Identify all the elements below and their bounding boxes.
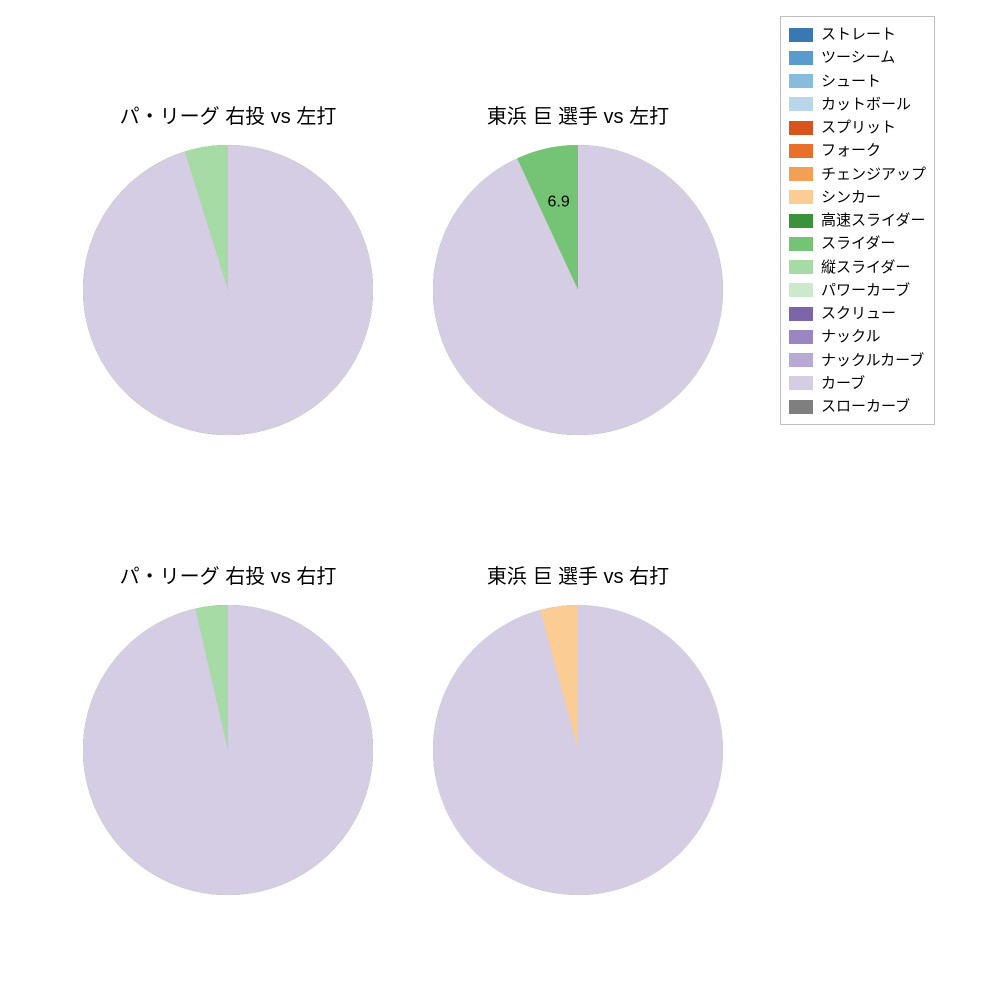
legend-swatch [789,214,813,228]
legend-item: カットボール [789,93,926,116]
pie-slice-label: 6.9 [548,193,570,210]
legend-swatch [789,283,813,297]
legend-label: スライダー [821,232,895,255]
legend-swatch [789,330,813,344]
legend-item: パワーカーブ [789,279,926,302]
legend-item: シュート [789,70,926,93]
legend-label: スローカーブ [821,395,910,418]
chart-grid: パ・リーグ 右投 vs 左打44.08.312.29.7東浜 巨 選手 vs 左… [0,0,1000,1000]
legend-label: ストレート [821,23,896,46]
legend-label: ナックルカーブ [821,349,924,372]
legend-item: フォーク [789,139,926,162]
legend-label: チェンジアップ [821,163,926,186]
legend-label: スプリット [821,116,896,139]
legend-swatch [789,190,813,204]
pie-slice [433,605,723,895]
legend-swatch [789,28,813,42]
legend-swatch [789,97,813,111]
legend-label: シュート [821,70,881,93]
legend-swatch [789,74,813,88]
legend-label: 縦スライダー [821,256,910,279]
pie-chart: 44.08.312.29.7 [23,115,433,465]
legend-item: スクリュー [789,302,926,325]
legend-label: ナックル [821,325,881,348]
legend-label: カットボール [821,93,911,116]
legend-item: スプリット [789,116,926,139]
legend-swatch [789,144,813,158]
legend-swatch [789,121,813,135]
legend-item: スローカーブ [789,395,926,418]
legend-item: ストレート [789,23,926,46]
legend-swatch [789,51,813,65]
legend-swatch [789,237,813,251]
legend-label: シンカー [821,186,881,209]
legend-swatch [789,307,813,321]
legend-label: スクリュー [821,302,896,325]
legend-label: カーブ [821,372,865,395]
legend-swatch [789,260,813,274]
pie-slice [433,145,723,435]
pie-chart: 34.629.228.56.9 [373,115,783,465]
legend: ストレートツーシームシュートカットボールスプリットフォークチェンジアップシンカー… [780,16,935,425]
legend-swatch [789,353,813,367]
legend-item: ツーシーム [789,46,926,69]
legend-swatch [789,167,813,181]
legend-label: 高速スライダー [821,209,925,232]
pie-chart: 33.749.412.7 [373,575,783,925]
legend-label: パワーカーブ [821,279,910,302]
legend-item: カーブ [789,372,926,395]
legend-item: チェンジアップ [789,163,926,186]
legend-item: 縦スライダー [789,256,926,279]
pie-chart: 44.211.19.616.5 [23,575,433,925]
legend-label: ツーシーム [821,46,895,69]
legend-item: ナックル [789,325,926,348]
legend-item: 高速スライダー [789,209,926,232]
legend-item: ナックルカーブ [789,349,926,372]
legend-label: フォーク [821,139,881,162]
legend-swatch [789,376,813,390]
pie-slice [83,605,373,895]
legend-swatch [789,400,813,414]
legend-item: スライダー [789,232,926,255]
legend-item: シンカー [789,186,926,209]
